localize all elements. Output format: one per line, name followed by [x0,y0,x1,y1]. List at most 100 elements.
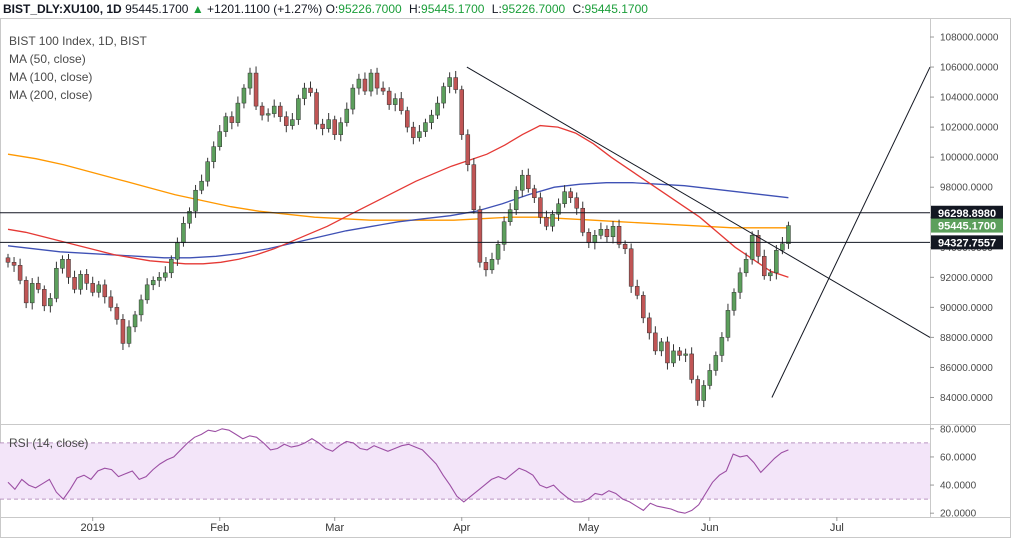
rsi-series [7,428,789,514]
candle-down [483,262,489,271]
candle-up [54,268,59,299]
candle-down [574,197,579,209]
ma50-line [7,124,789,278]
time-tick-label: Apr [453,522,470,534]
price-change: +1201.1100 (+1.27%) [207,2,323,16]
candle-down [665,341,670,364]
candle-up [737,272,743,293]
rsi-axis[interactable]: 20.0000 40.0000 60.0000 80.0000 [930,424,977,520]
candle-up [435,102,440,116]
price-tick-label: 84000.0000 [940,393,993,404]
candle-up [441,86,446,104]
candle-up [241,87,247,104]
candle-down [677,350,682,356]
candle-down [532,188,537,198]
rsi-band-fill [0,442,930,500]
candle-up [138,299,144,316]
symbol-header: BIST_DLY:XU100, 1D 95445.1700 ▲ +1201.11… [0,0,1011,18]
candle-down [465,134,471,165]
candle-down [66,259,71,278]
ma100-line [7,182,789,259]
candle-up [768,272,773,277]
ascending-trend-line [771,66,931,398]
descending-trend-line [466,66,931,338]
candle-up [350,87,356,110]
candle-down [5,257,11,263]
candle-down [616,226,622,245]
candle-up [157,277,162,281]
candle-up [598,229,604,236]
candle-up [489,259,495,271]
candle-up [743,259,749,274]
candle-down [308,87,313,93]
low-value: 95226.7000 [501,2,566,16]
candle-up [132,314,138,328]
candle-up [417,131,422,138]
candle-up [707,370,713,386]
candle-down [374,72,380,89]
candle-down [453,77,458,90]
candle-down [477,209,483,263]
time-tick-label: Jul [830,522,844,534]
candle-down [11,262,17,266]
candle-down [695,379,700,401]
candle-down [120,319,126,344]
low-label: L: [491,2,502,16]
candle-up [550,213,555,227]
candle-up [296,98,301,120]
price-tick-label: 92000.0000 [940,273,993,284]
rsi-tick-label: 80.0000 [940,424,977,435]
moving-averages [7,124,789,278]
candle-down [762,256,767,277]
candle-down [538,197,543,218]
open-label: O: [325,2,339,16]
candle-up [683,353,688,356]
candle-up [338,122,343,135]
candle-down [229,116,235,123]
candles [5,66,791,408]
candle-up [344,108,350,123]
price-label-box [931,218,1003,233]
candle-up [671,350,676,364]
candle-up [181,223,186,244]
candle-down [459,89,464,135]
candle-down [641,295,646,319]
time-axis[interactable]: 2019 Feb Mar Apr May Jun Jul [80,517,844,534]
candle-up [247,72,253,89]
candle-up [749,235,755,260]
candle-up [780,243,785,251]
candle-up [223,116,229,132]
price-label-text: 95445.1700 [938,221,996,233]
candle-up [211,146,216,162]
candle-down [84,274,89,284]
candle-up [725,310,731,338]
candle-down [108,296,114,308]
candle-down [399,98,404,111]
time-tick-label: Jun [701,522,719,534]
candle-down [628,248,634,287]
symbol-name[interactable]: BIST_DLY:XU100, 1D [3,2,122,16]
candle-up [659,341,664,352]
candle-up [96,284,101,293]
candle-down [284,116,289,126]
candle-down [42,289,47,307]
candle-up [169,259,174,274]
candle-up [265,113,271,116]
candle-down [114,307,120,320]
candle-up [447,77,452,87]
candle-down [689,353,694,380]
candle-down [36,283,41,290]
rsi-tick-label: 20.0000 [940,509,977,520]
candle-up [217,131,222,147]
price-tick-label: 90000.0000 [940,303,993,314]
candle-down [278,105,283,117]
candle-down [72,277,77,290]
legend-ma100: MA (100, close) [9,70,93,84]
rsi-title: RSI (14, close) [9,436,89,450]
legend-ma200: MA (200, close) [9,88,93,102]
time-tick-label: Feb [210,522,229,534]
candle-up [513,189,519,210]
candle-down [253,72,259,107]
